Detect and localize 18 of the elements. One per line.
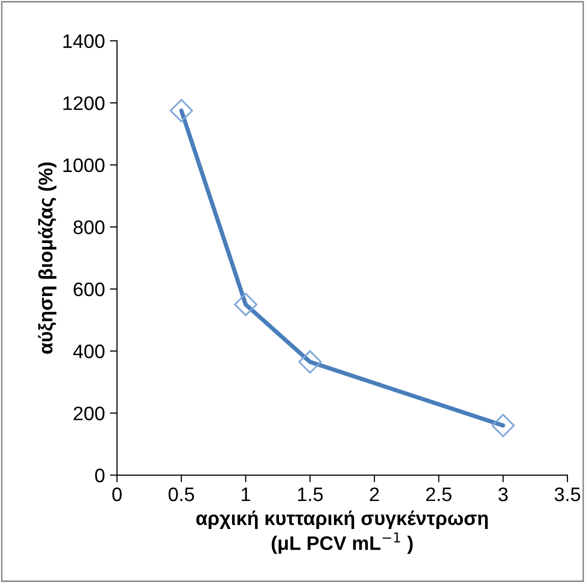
x-tick-label: 3 — [498, 487, 508, 502]
x-tick-label: 0.5 — [168, 487, 194, 502]
y-axis-title: αύξηση βιομάζας (%) — [38, 162, 56, 354]
y-tick-label: 1400 — [63, 34, 104, 48]
y-tick-label: 800 — [74, 220, 104, 234]
x-tick-label: 1.5 — [298, 488, 323, 502]
y-tick-label: 200 — [74, 406, 104, 420]
x-tick-label: 2.5 — [426, 487, 452, 502]
y-tick-label: 1000 — [63, 158, 104, 172]
x-tick-label: 2 — [370, 487, 379, 502]
x-tick-label: 0 — [112, 487, 122, 502]
x-tick-label: 3.5 — [554, 487, 580, 502]
x-axis-title: αρχική κυτταρική συγκέντρωση (μL PCV mL$^{−1}$ ) — [196, 510, 488, 554]
y-tick-label: 1200 — [63, 96, 104, 110]
y-tick-label: 600 — [74, 282, 104, 296]
y-tick-label: 400 — [73, 344, 104, 358]
x-tick-label: 1 — [242, 488, 250, 502]
y-tick-label: 0 — [95, 468, 104, 482]
